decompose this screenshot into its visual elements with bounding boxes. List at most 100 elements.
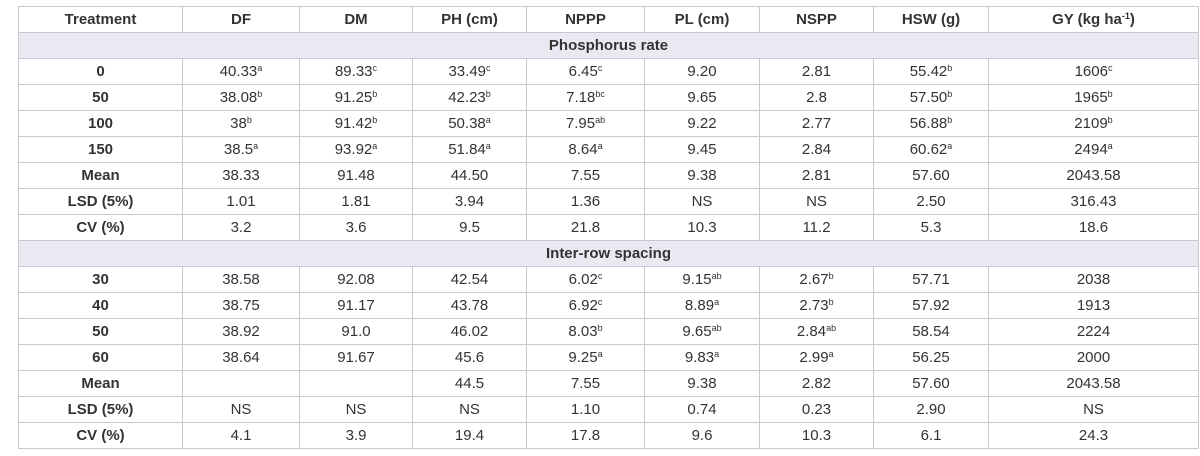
cell-value: 7.55	[570, 167, 601, 184]
cell-value: 2.67	[799, 271, 829, 288]
cell-value: 9.5	[459, 219, 480, 236]
table-cell: 24.3	[988, 422, 1199, 449]
table-row: Mean 38.33 91.48 44.50 7.55 9.38 2.81 57.60 2043…	[18, 162, 1199, 189]
table-cell: 6.02c	[526, 266, 645, 293]
table-cell: 2.73b	[759, 292, 874, 319]
cell-value: 57.92	[912, 297, 950, 314]
cell-value: 38.64	[222, 349, 260, 366]
table-cell: 7.55	[526, 162, 645, 189]
cell-value: 91.25	[334, 89, 373, 106]
cell-value: 60.62	[909, 141, 948, 158]
cell-value: 50.38	[448, 115, 486, 132]
table-cell: 2.84ab	[759, 318, 874, 345]
cell-value: NS	[230, 401, 252, 418]
cell-value: 9.83	[684, 349, 715, 366]
table-cell: 43.78	[412, 292, 527, 319]
table-cell: 11.2	[759, 214, 874, 241]
table-cell: 7.95ab	[526, 110, 645, 137]
cell-value: 7.18	[566, 89, 596, 106]
significance-letter: b	[485, 89, 491, 99]
table-cell: NS	[988, 396, 1199, 423]
cell-value: 2.82	[801, 375, 832, 392]
table-cell: 2.84	[759, 136, 874, 163]
significance-letter: a	[485, 115, 491, 125]
cell-value: 18.6	[1078, 219, 1109, 236]
cell-value: 2.84	[796, 323, 827, 340]
table-cell: 8.03b	[526, 318, 645, 345]
table-row: 100 38b 91.42b 50.38a 7.95ab 9.22 2.77 56.88b 21…	[18, 110, 1199, 137]
cell-value: 91.17	[337, 297, 375, 314]
cell-value: 9.38	[687, 375, 717, 392]
cell-value: 2.99	[799, 349, 829, 366]
cell-value: 91.42	[334, 115, 373, 132]
cell-value: 38.92	[222, 323, 260, 340]
table-row: 0 40.33a 89.33c 33.49c 6.45c 9.20 2.81 55.42b 16…	[18, 58, 1199, 85]
significance-letter: b	[828, 297, 834, 307]
table-cell: 56.88b	[873, 110, 989, 137]
table-cell: NS	[412, 396, 527, 423]
cell-value: 3.6	[345, 219, 367, 236]
table-header: Treatment DF DM PH (cm) NPPP PL (cm) NSPP HSW (…	[18, 6, 1199, 33]
cell-value: 7.55	[570, 375, 601, 392]
cell-value: 2.8	[806, 89, 827, 106]
cell-value: 3.9	[345, 427, 367, 444]
cell-value: 17.8	[570, 427, 601, 444]
cell-value: 38	[230, 115, 247, 132]
significance-letter: a	[372, 141, 378, 151]
table-cell: 3.94	[412, 188, 527, 215]
table-row: CV (%) 4.1 3.9 19.4 17.8 9.6 10.3 6.1 24.3	[18, 422, 1199, 449]
table-cell: 57.50b	[873, 84, 989, 111]
table-cell: 6.45c	[526, 58, 645, 85]
table-cell: NS	[299, 396, 413, 423]
treatment-label: 50	[18, 84, 183, 111]
cell-value: 1.10	[570, 401, 601, 418]
table-cell: 38.92	[182, 318, 300, 345]
cell-value: 58.54	[912, 323, 950, 340]
cell-value: 8.64	[568, 141, 598, 158]
cell-value: 57.50	[909, 89, 948, 106]
cell-value: 2.73	[799, 297, 829, 314]
table-cell: 44.5	[412, 370, 527, 397]
cell-value: 6.02	[568, 271, 598, 288]
table-cell: 91.17	[299, 292, 413, 319]
cell-value: 93.92	[334, 141, 373, 158]
cell-value: 43.78	[450, 297, 489, 314]
cell-value: 57.71	[912, 271, 950, 288]
cell-value: 9.65	[682, 323, 712, 340]
cell-value: 2.77	[801, 115, 832, 132]
table-cell: 2109b	[988, 110, 1199, 137]
cell-value: 9.15	[682, 271, 712, 288]
table-cell: 93.92a	[299, 136, 413, 163]
cell-value: 2043.58	[1066, 167, 1121, 184]
column-header: HSW (g)	[873, 6, 989, 33]
table-cell: 91.0	[299, 318, 413, 345]
cell-value: 1.01	[226, 193, 256, 210]
treatment-label: CV (%)	[18, 422, 183, 449]
table-cell: 38b	[182, 110, 300, 137]
cell-value: 44.50	[450, 167, 489, 184]
cell-value: NS	[691, 193, 713, 210]
column-header-text: HSW (g)	[901, 11, 961, 28]
table-cell: 2.82	[759, 370, 874, 397]
table-cell: 3.2	[182, 214, 300, 241]
table-cell: NS	[759, 188, 874, 215]
table-cell: 2.99a	[759, 344, 874, 371]
cell-value: 51.84	[448, 141, 486, 158]
cell-value: 1606	[1074, 63, 1108, 80]
table-cell: 9.20	[644, 58, 760, 85]
cell-value: 9.20	[687, 63, 717, 80]
column-header: DF	[182, 6, 300, 33]
header-row: Treatment DF DM PH (cm) NPPP PL (cm) NSPP HSW (…	[18, 6, 1199, 33]
cell-value: 2.50	[916, 193, 946, 210]
table-cell: 89.33c	[299, 58, 413, 85]
column-header-text: Treatment	[64, 11, 137, 28]
treatment-label: 0	[18, 58, 183, 85]
cell-value: 57.60	[912, 375, 950, 392]
table-cell: 9.83a	[644, 344, 760, 371]
significance-letter: c	[1107, 63, 1113, 73]
cell-value: 38.08	[219, 89, 258, 106]
table-cell: 19.4	[412, 422, 527, 449]
table-cell: 91.25b	[299, 84, 413, 111]
cell-value: NS	[459, 401, 480, 418]
significance-letter: c	[597, 271, 603, 281]
